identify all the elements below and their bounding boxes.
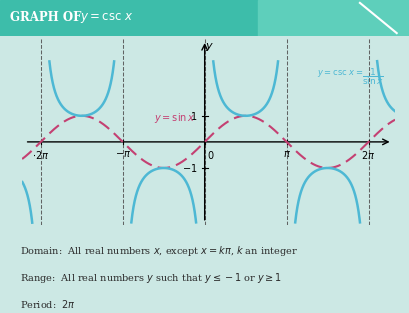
- Text: $\cdot 2\pi$: $\cdot 2\pi$: [32, 149, 49, 161]
- Bar: [258, 0, 409, 36]
- Text: $y = \mathrm{csc}\ x = $: $y = \mathrm{csc}\ x = $: [317, 68, 363, 80]
- Text: $0$: $0$: [207, 149, 215, 161]
- Text: $y = \sin x$: $y = \sin x$: [154, 111, 195, 125]
- Text: $\dfrac{1}{\sin x}$: $\dfrac{1}{\sin x}$: [362, 67, 384, 88]
- Text: $-\pi$: $-\pi$: [115, 149, 131, 159]
- Text: $y = \mathrm{csc}\ x$: $y = \mathrm{csc}\ x$: [80, 11, 133, 25]
- Text: $2\pi$: $2\pi$: [362, 149, 375, 161]
- Text: Period:  $2\pi$: Period: $2\pi$: [20, 298, 76, 310]
- Text: $\pi$: $\pi$: [283, 149, 291, 159]
- Text: $1$: $1$: [190, 110, 198, 122]
- Bar: [0, 0, 258, 36]
- Text: GRAPH OF: GRAPH OF: [10, 12, 86, 24]
- Text: Range:  All real numbers $y$ such that $y \leq -1$ or $y \geq 1$: Range: All real numbers $y$ such that $y…: [20, 271, 282, 285]
- Text: Domain:  All real numbers $x$, except $x = k\pi$, $k$ an integer: Domain: All real numbers $x$, except $x …: [20, 244, 298, 258]
- Text: $-1$: $-1$: [182, 162, 198, 174]
- Text: $y$: $y$: [205, 41, 214, 54]
